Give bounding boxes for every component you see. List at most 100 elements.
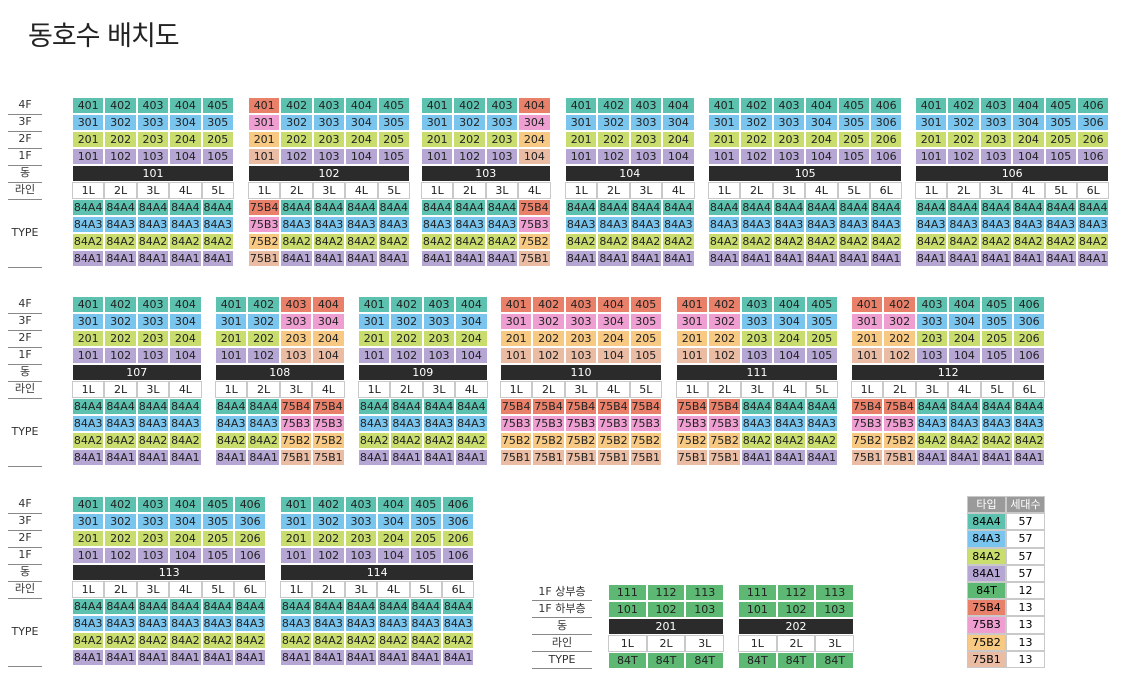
unit-cell[interactable]: 304 xyxy=(805,114,838,131)
unit-cell[interactable]: 202 xyxy=(390,330,423,347)
unit-cell[interactable]: 301 xyxy=(72,114,105,131)
unit-cell[interactable]: 401 xyxy=(280,496,313,513)
unit-cell[interactable]: 406 xyxy=(1077,97,1110,114)
unit-cell[interactable]: 103 xyxy=(279,347,313,364)
unit-cell[interactable]: 105 xyxy=(409,547,442,564)
unit-cell[interactable]: 102 xyxy=(776,601,816,618)
unit-cell[interactable]: 401 xyxy=(215,296,248,313)
unit-cell[interactable]: 401 xyxy=(708,97,741,114)
unit-cell[interactable]: 401 xyxy=(851,296,884,313)
unit-cell[interactable]: 202 xyxy=(883,330,916,347)
unit-cell[interactable]: 303 xyxy=(740,313,774,330)
unit-cell[interactable]: 301 xyxy=(72,513,105,530)
unit-cell[interactable]: 304 xyxy=(169,513,202,530)
unit-cell[interactable]: 301 xyxy=(915,114,948,131)
unit-cell[interactable]: 113 xyxy=(685,584,725,601)
unit-cell[interactable]: 206 xyxy=(442,530,475,547)
unit-cell[interactable]: 205 xyxy=(201,530,234,547)
unit-cell[interactable]: 301 xyxy=(676,313,709,330)
unit-cell[interactable]: 404 xyxy=(597,296,630,313)
unit-cell[interactable]: 102 xyxy=(104,547,137,564)
unit-cell[interactable]: 201 xyxy=(215,330,248,347)
building-name[interactable]: 108 xyxy=(215,364,345,381)
unit-cell[interactable]: 404 xyxy=(169,97,202,114)
building-name[interactable]: 107 xyxy=(72,364,202,381)
unit-cell[interactable]: 102 xyxy=(597,148,630,165)
unit-cell[interactable]: 304 xyxy=(948,313,981,330)
unit-cell[interactable]: 402 xyxy=(390,296,423,313)
unit-cell[interactable]: 104 xyxy=(805,148,838,165)
unit-cell[interactable]: 201 xyxy=(500,330,533,347)
unit-cell[interactable]: 404 xyxy=(169,496,202,513)
unit-cell[interactable]: 106 xyxy=(442,547,475,564)
unit-cell[interactable]: 103 xyxy=(685,601,725,618)
unit-cell[interactable]: 205 xyxy=(629,330,662,347)
unit-cell[interactable]: 205 xyxy=(201,131,234,148)
unit-cell[interactable]: 403 xyxy=(344,496,378,513)
unit-cell[interactable]: 104 xyxy=(597,347,630,364)
unit-cell[interactable]: 402 xyxy=(280,97,313,114)
unit-cell[interactable]: 303 xyxy=(485,114,519,131)
unit-cell[interactable]: 306 xyxy=(234,513,267,530)
building-name[interactable]: 109 xyxy=(358,364,488,381)
unit-cell[interactable]: 306 xyxy=(870,114,903,131)
unit-cell[interactable]: 101 xyxy=(72,148,105,165)
unit-cell[interactable]: 204 xyxy=(518,131,551,148)
unit-cell[interactable]: 305 xyxy=(409,513,442,530)
unit-cell[interactable]: 403 xyxy=(136,296,170,313)
unit-cell[interactable]: 203 xyxy=(485,131,519,148)
building-name[interactable]: 102 xyxy=(248,165,410,182)
unit-cell[interactable]: 305 xyxy=(805,313,838,330)
unit-cell[interactable]: 405 xyxy=(201,496,234,513)
unit-cell[interactable]: 402 xyxy=(104,97,137,114)
unit-cell[interactable]: 104 xyxy=(169,148,202,165)
unit-cell[interactable]: 401 xyxy=(500,296,533,313)
unit-cell[interactable]: 103 xyxy=(915,347,949,364)
unit-cell[interactable]: 301 xyxy=(358,313,391,330)
unit-cell[interactable]: 302 xyxy=(947,114,980,131)
unit-cell[interactable]: 401 xyxy=(72,296,105,313)
unit-cell[interactable]: 202 xyxy=(947,131,980,148)
unit-cell[interactable]: 106 xyxy=(1013,347,1046,364)
unit-cell[interactable]: 304 xyxy=(455,313,488,330)
building-name[interactable]: 104 xyxy=(565,165,695,182)
unit-cell[interactable]: 103 xyxy=(136,347,170,364)
unit-cell[interactable]: 103 xyxy=(979,148,1013,165)
unit-cell[interactable]: 202 xyxy=(312,530,345,547)
unit-cell[interactable]: 205 xyxy=(409,530,442,547)
unit-cell[interactable]: 205 xyxy=(1044,131,1077,148)
building-name[interactable]: 111 xyxy=(676,364,838,381)
unit-cell[interactable]: 302 xyxy=(104,313,137,330)
unit-cell[interactable]: 405 xyxy=(1044,97,1077,114)
unit-cell[interactable]: 203 xyxy=(136,330,170,347)
unit-cell[interactable]: 101 xyxy=(358,347,391,364)
unit-cell[interactable]: 101 xyxy=(851,347,884,364)
unit-cell[interactable]: 106 xyxy=(1077,148,1110,165)
unit-cell[interactable]: 204 xyxy=(948,330,981,347)
unit-cell[interactable]: 203 xyxy=(422,330,456,347)
unit-cell[interactable]: 206 xyxy=(234,530,267,547)
unit-cell[interactable]: 302 xyxy=(740,114,773,131)
unit-cell[interactable]: 406 xyxy=(870,97,903,114)
unit-cell[interactable]: 303 xyxy=(422,313,456,330)
unit-cell[interactable]: 103 xyxy=(815,601,855,618)
unit-cell[interactable]: 101 xyxy=(915,148,948,165)
unit-cell[interactable]: 203 xyxy=(915,330,949,347)
unit-cell[interactable]: 405 xyxy=(409,496,442,513)
unit-cell[interactable]: 302 xyxy=(597,114,630,131)
unit-cell[interactable]: 204 xyxy=(169,131,202,148)
unit-cell[interactable]: 201 xyxy=(565,131,598,148)
unit-cell[interactable]: 302 xyxy=(104,114,137,131)
unit-cell[interactable]: 204 xyxy=(805,131,838,148)
unit-cell[interactable]: 304 xyxy=(773,313,806,330)
unit-cell[interactable]: 103 xyxy=(136,148,170,165)
unit-cell[interactable]: 303 xyxy=(312,114,346,131)
unit-cell[interactable]: 102 xyxy=(247,347,280,364)
unit-cell[interactable]: 204 xyxy=(1012,131,1045,148)
unit-cell[interactable]: 201 xyxy=(421,131,454,148)
unit-cell[interactable]: 103 xyxy=(564,347,598,364)
unit-cell[interactable]: 404 xyxy=(805,97,838,114)
unit-cell[interactable]: 201 xyxy=(358,330,391,347)
unit-cell[interactable]: 201 xyxy=(676,330,709,347)
unit-cell[interactable]: 111 xyxy=(608,584,647,601)
